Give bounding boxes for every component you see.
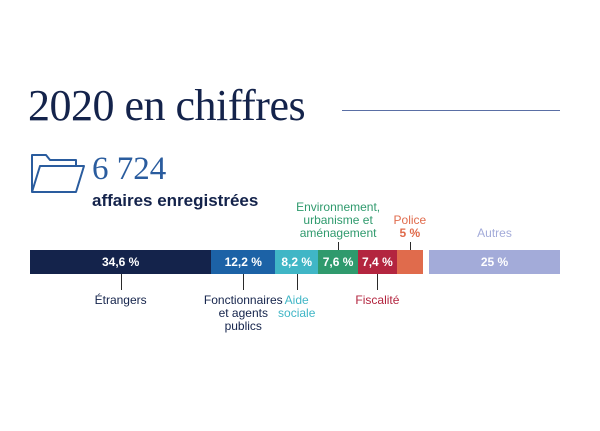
segment-label-aide-sociale: Aide sociale [278,293,316,320]
label-leader-line [120,274,122,290]
bar-segment-aide-sociale: 8,2 % [275,250,319,274]
bar-segment-police [396,250,423,274]
segment-label-autres: Autres [477,226,512,240]
stacked-bar-chart: 34,6 % 12,2 % 8,2 % 7,6 % 7,4 % 25 % [30,250,560,274]
label-leader-line [243,274,245,290]
bar-segment-fiscalite: 7,4 % [358,250,397,274]
bar-segment-autres: 25 % [429,250,560,274]
segment-label-police: Police 5 % [393,213,427,240]
label-leader-line [338,242,340,250]
page-title: 2020 en chiffres [28,81,306,130]
label-leader-line [296,274,298,290]
bar-segment-environnement-urbanisme-et-amenagement: 7,6 % [318,250,358,274]
total-cases-number: 6 724 [92,151,167,187]
bar-segment-fonctionnaires-et-agents-publics: 12,2 % [211,250,276,274]
folder-icon [31,154,85,193]
total-cases-label: affaires enregistrées [92,191,259,210]
segment-label-environnement-urbanisme-et-amenagement: Environnement, urbanisme et aménagement [296,200,381,240]
segment-label-fiscalite: Fiscalité [355,293,400,307]
title-divider [342,110,560,111]
segment-label-etrangers: Étrangers [94,293,147,307]
segment-label-fonctionnaires-et-agents-publics: Fonctionnaires et agents publics [203,293,283,333]
bar-segment-etrangers: 34,6 % [30,250,212,274]
label-leader-line [377,274,379,290]
label-leader-line [409,242,411,250]
